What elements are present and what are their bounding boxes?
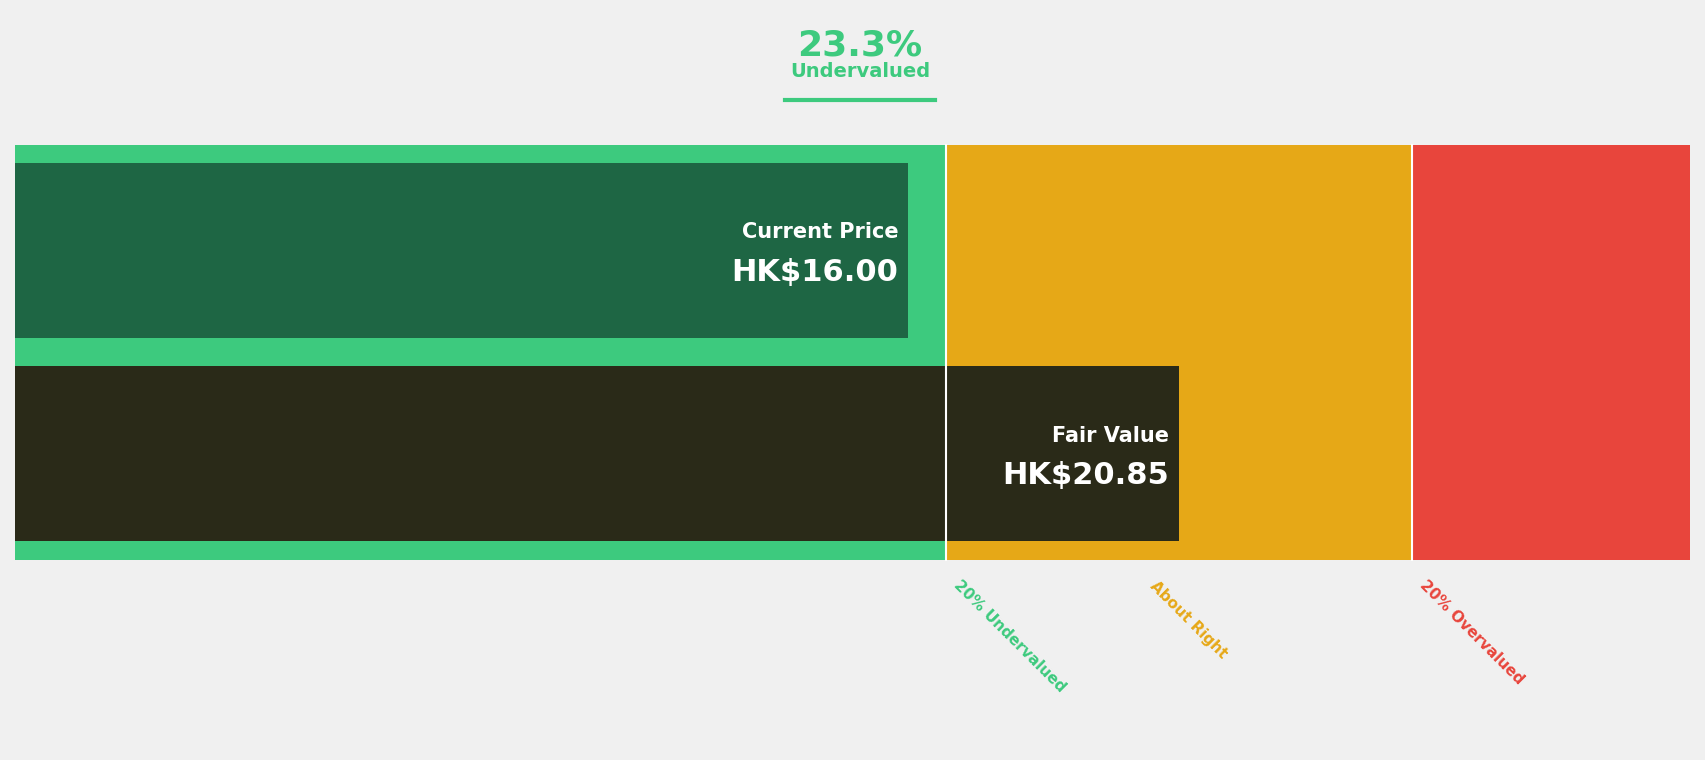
Bar	[1412, 145, 1690, 560]
Bar	[946, 145, 1412, 560]
Bar	[15, 541, 946, 560]
Text: 20% Overvalued: 20% Overvalued	[1417, 578, 1526, 688]
Bar	[15, 145, 946, 560]
Text: Undervalued: Undervalued	[789, 62, 929, 81]
Text: HK$16.00: HK$16.00	[731, 258, 899, 287]
Text: Current Price: Current Price	[742, 223, 899, 242]
Bar	[15, 338, 946, 366]
Text: Fair Value: Fair Value	[1052, 426, 1168, 445]
Text: HK$20.85: HK$20.85	[1003, 461, 1168, 490]
Text: 23.3%: 23.3%	[796, 28, 922, 62]
Bar	[15, 163, 907, 338]
Text: 20% Undervalued: 20% Undervalued	[951, 578, 1069, 695]
Bar	[15, 366, 1178, 541]
Bar	[15, 145, 946, 163]
Text: About Right: About Right	[1146, 578, 1229, 661]
